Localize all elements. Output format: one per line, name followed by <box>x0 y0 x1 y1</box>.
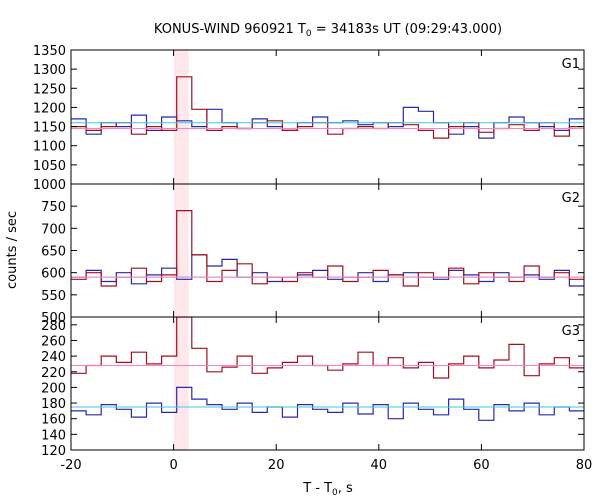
highlight-band <box>173 184 189 317</box>
y-axis-label: counts / sec <box>5 211 20 289</box>
y-tick-label: 1100 <box>33 140 66 155</box>
y-tick-label: 1150 <box>33 121 66 136</box>
y-tick-label: 280 <box>41 319 66 334</box>
y-tick-label: 600 <box>41 267 66 282</box>
y-tick-label: 240 <box>41 350 66 365</box>
x-tick-label: 80 <box>576 458 593 473</box>
y-tick-label: 1050 <box>33 159 66 174</box>
x-axis-label: T - T0, s <box>302 481 353 498</box>
y-tick-label: 260 <box>41 334 66 349</box>
series-line <box>71 254 584 287</box>
chart-title: KONUS-WIND 960921 T0 = 34183s UT (09:29:… <box>154 22 502 39</box>
panel-g1: 1000 1050 1100 1150 1200 1250 1300 1350 G1 <box>33 44 585 193</box>
x-tick-label: 40 <box>371 458 388 473</box>
panel-series-group <box>71 76 584 139</box>
plot-layer: 10001050110011501200125013001350G1500550… <box>33 44 593 473</box>
panel-frame <box>70 183 585 318</box>
y-tick-label: 120 <box>41 444 66 459</box>
y-tick-label: 200 <box>41 381 66 396</box>
y-tick-label: 140 <box>41 428 66 443</box>
panel-label: G1 <box>562 57 580 72</box>
y-tick-label: 1250 <box>33 82 66 97</box>
chart-title-subscript: 0 <box>306 29 312 39</box>
series-line <box>71 76 584 139</box>
y-tick-label: 180 <box>41 397 66 412</box>
panel-g2: 500 550 600 650 700 750 G2 <box>41 183 585 326</box>
chart-title-prefix: KONUS-WIND 960921 T <box>154 22 306 37</box>
panel-label: G3 <box>562 324 580 339</box>
x-tick-label: -20 <box>60 458 81 473</box>
x-tick-label: 60 <box>473 458 490 473</box>
y-tick-label: 500 <box>41 311 66 326</box>
series-line <box>71 210 584 287</box>
y-tick-label: 160 <box>41 413 66 428</box>
series-line <box>71 386 584 421</box>
y-tick-label: 650 <box>41 245 66 260</box>
y-tick-label: 1350 <box>33 44 66 59</box>
panel-series-group <box>71 210 584 287</box>
panel-frame <box>70 316 585 451</box>
x-tick-label: 20 <box>268 458 285 473</box>
y-tick-label: 1200 <box>33 101 66 116</box>
x-axis-label-suffix: , s <box>338 481 353 496</box>
x-axis-label-prefix: T - T <box>302 481 332 496</box>
x-tick-label: 0 <box>169 458 177 473</box>
highlight-band <box>173 317 189 450</box>
y-tick-label: 550 <box>41 289 66 304</box>
y-tick-label: 1000 <box>33 178 66 193</box>
y-tick-label: 220 <box>41 366 66 381</box>
series-line <box>71 317 584 379</box>
highlight-band <box>173 50 189 184</box>
panel-label: G2 <box>562 191 580 206</box>
y-tick-label: 700 <box>41 222 66 237</box>
y-tick-label: 750 <box>41 200 66 215</box>
y-tick-label: 1300 <box>33 63 66 78</box>
chart-title-suffix: = 34183s UT (09:29:43.000) <box>312 22 502 37</box>
panel-series-group <box>71 317 584 421</box>
series-line <box>71 106 584 139</box>
x-axis-label-subscript: 0 <box>332 488 338 498</box>
